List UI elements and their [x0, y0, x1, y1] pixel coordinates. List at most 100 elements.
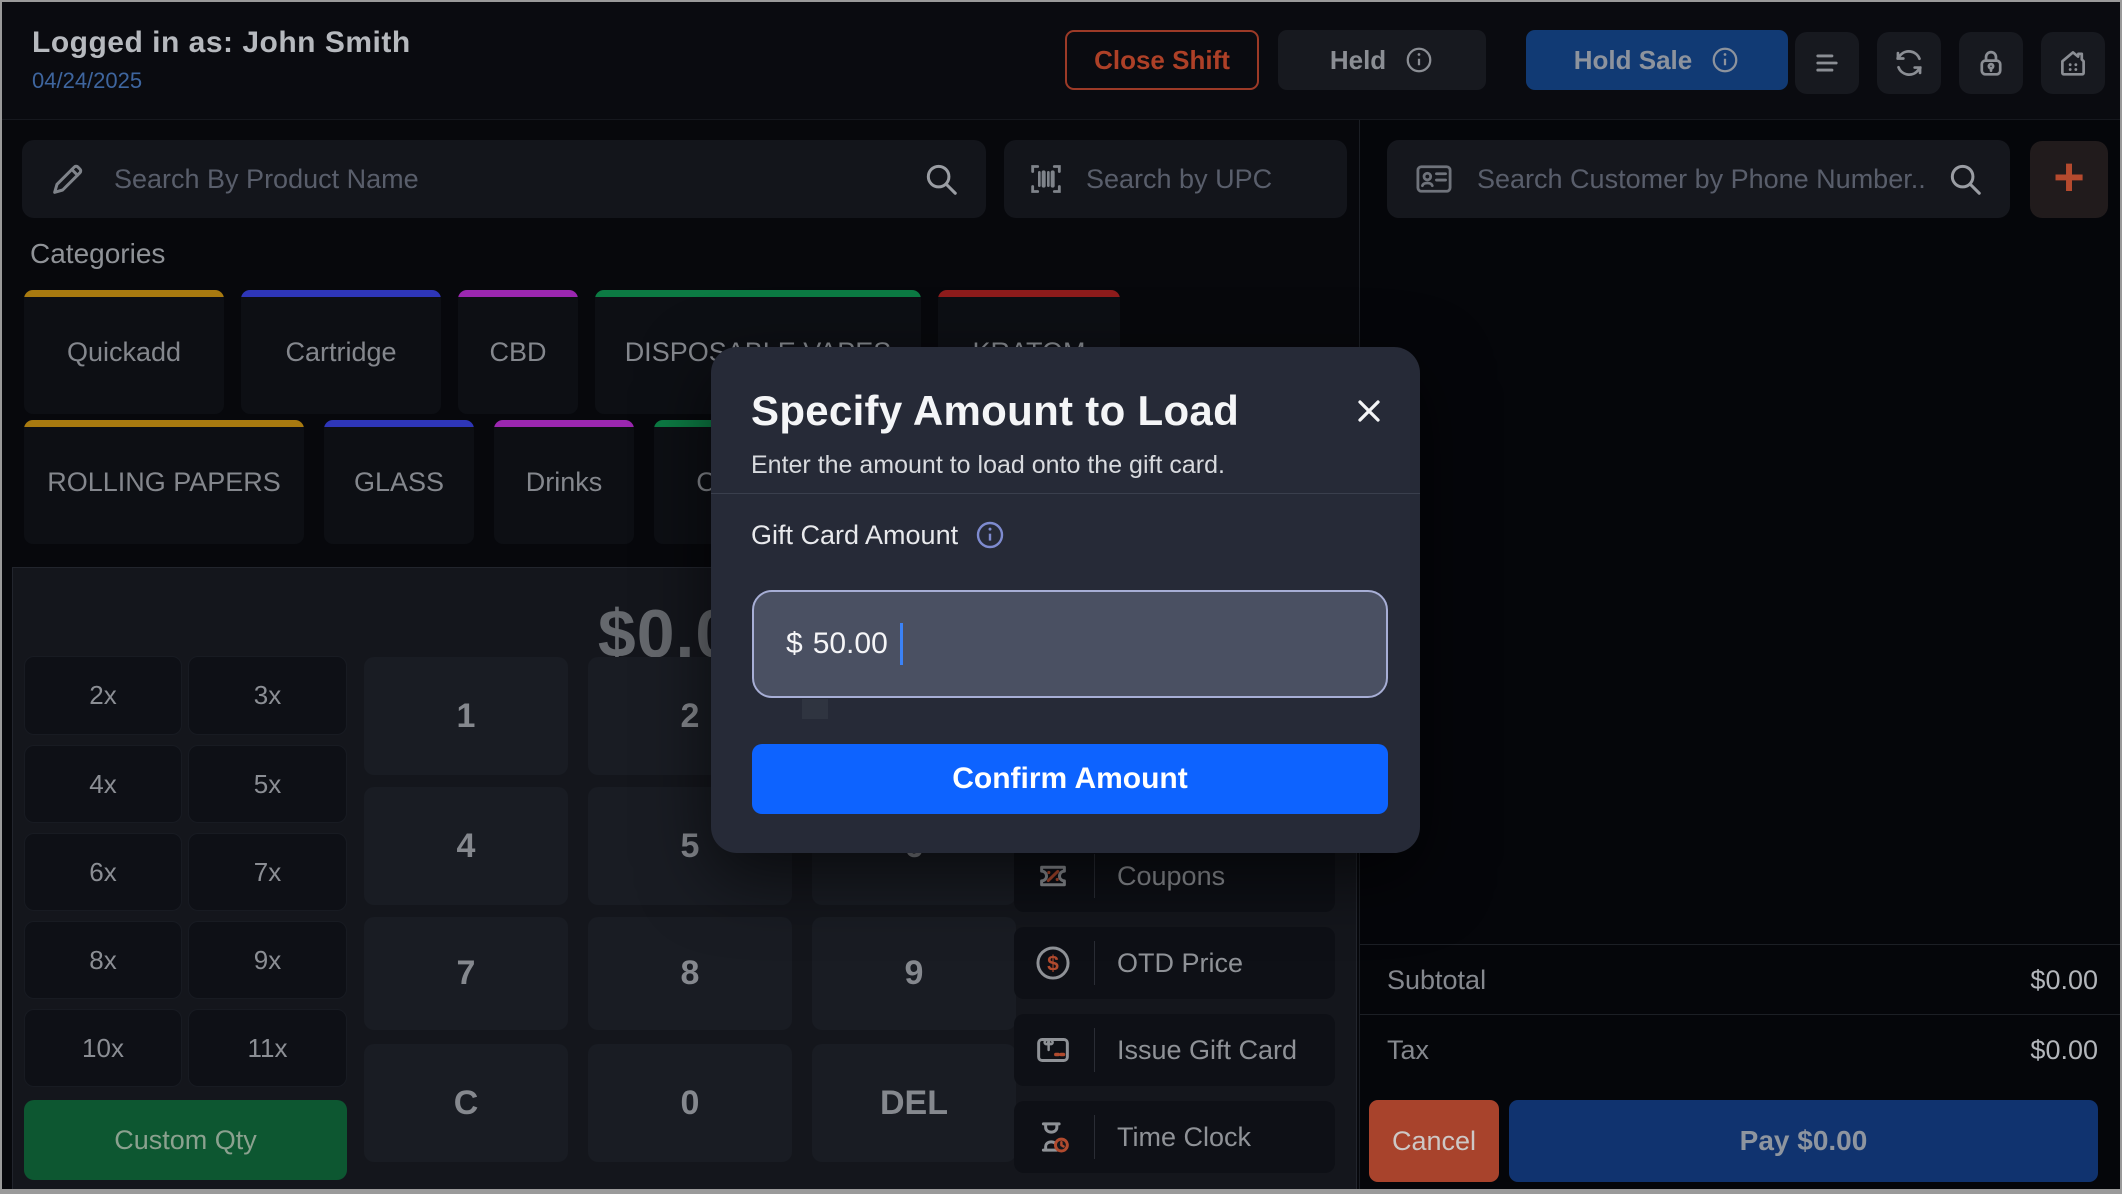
- confirm-amount-button[interactable]: Confirm Amount: [752, 744, 1388, 814]
- multiplier-2x[interactable]: 2x: [24, 656, 182, 735]
- cancel-button[interactable]: Cancel: [1369, 1100, 1499, 1182]
- category-color-bar: [938, 290, 1120, 297]
- key-label: 1: [456, 696, 476, 735]
- multiplier-label: 3x: [253, 680, 282, 710]
- category-cbd[interactable]: CBD: [458, 290, 578, 414]
- action-label: Issue Gift Card: [1117, 1034, 1298, 1065]
- category-cartridge[interactable]: Cartridge: [241, 290, 441, 414]
- key-label: 4: [456, 826, 476, 865]
- info-icon[interactable]: [974, 519, 1006, 551]
- multiplier-label: 8x: [89, 944, 117, 975]
- multiplier-3x[interactable]: 3x: [188, 656, 347, 735]
- product-search-input[interactable]: [112, 162, 898, 196]
- category-rolling-papers[interactable]: ROLLING PAPERS: [24, 420, 304, 544]
- amount-label: Gift Card Amount: [751, 519, 959, 550]
- category-drinks[interactable]: Drinks: [494, 420, 634, 544]
- close-modal-button[interactable]: [1347, 389, 1391, 433]
- numpad-key-4[interactable]: 4: [364, 787, 568, 905]
- add-customer-button[interactable]: +: [2030, 141, 2108, 218]
- numpad-key-clear[interactable]: C: [364, 1044, 568, 1162]
- key-label: 2: [680, 696, 700, 735]
- dollar-circle-icon: $: [1032, 942, 1074, 984]
- multiplier-11x[interactable]: 11x: [188, 1009, 347, 1087]
- summary-divider: [1360, 1014, 2120, 1015]
- date-label: 04/24/2025: [32, 68, 143, 93]
- barcode-icon: [1026, 159, 1066, 199]
- gift-card-amount-input[interactable]: $ 50.00: [752, 590, 1388, 698]
- subtotal-label: Subtotal: [1387, 964, 1487, 995]
- key-label: C: [453, 1083, 479, 1122]
- modal-title: Specify Amount to Load: [751, 387, 1240, 434]
- currency-symbol: $: [786, 627, 803, 660]
- register-home-button[interactable]: [2041, 32, 2105, 94]
- customer-search-box: [1387, 140, 2010, 218]
- divider: [1094, 1028, 1095, 1072]
- multiplier-9x[interactable]: 9x: [188, 921, 347, 999]
- close-icon: [1351, 393, 1387, 429]
- pay-button[interactable]: Pay $0.00: [1509, 1100, 2098, 1182]
- summary-divider: [1360, 944, 2120, 945]
- plus-icon: +: [2053, 146, 2085, 207]
- multiplier-label: 9x: [253, 944, 282, 975]
- text-cursor: [899, 623, 903, 665]
- category-label: CBD: [489, 336, 547, 367]
- amount-value: 50.00: [812, 627, 888, 660]
- tax-row: Tax $0.00: [1387, 1028, 2098, 1072]
- sync-icon: [1892, 46, 1926, 80]
- numpad-key-1[interactable]: 1: [364, 657, 568, 775]
- category-color-bar: [458, 290, 578, 297]
- time-clock-button[interactable]: Time Clock: [1014, 1101, 1335, 1173]
- issue-gift-card-button[interactable]: Issue Gift Card: [1014, 1014, 1335, 1086]
- logged-in-block: Logged in as: John Smith 04/24/2025: [32, 26, 411, 94]
- search-icon[interactable]: [922, 160, 960, 198]
- hold-sale-label: Hold Sale: [1573, 44, 1693, 75]
- svg-text:$: $: [1047, 952, 1059, 975]
- product-search-box: [22, 140, 986, 218]
- lock-button[interactable]: [1959, 32, 2023, 94]
- specify-amount-modal: Specify Amount to Load Enter the amount …: [711, 347, 1420, 853]
- customer-search-input[interactable]: [1475, 162, 1926, 196]
- held-button[interactable]: Held: [1278, 30, 1486, 90]
- hold-sale-button[interactable]: Hold Sale: [1526, 30, 1788, 90]
- numpad-key-del[interactable]: DEL: [812, 1044, 1016, 1162]
- tax-label: Tax: [1387, 1034, 1430, 1065]
- multiplier-7x[interactable]: 7x: [188, 833, 347, 911]
- multiplier-5x[interactable]: 5x: [188, 745, 347, 823]
- sync-button[interactable]: [1877, 32, 1941, 94]
- category-color-bar: [24, 290, 224, 297]
- subtotal-row: Subtotal $0.00: [1387, 958, 2098, 1002]
- multiplier-6x[interactable]: 6x: [24, 833, 182, 911]
- menu-icon: [1810, 46, 1844, 80]
- multiplier-label: 7x: [253, 856, 282, 887]
- multiplier-4x[interactable]: 4x: [24, 745, 182, 823]
- gift-card-icon: [1032, 1029, 1074, 1071]
- multiplier-label: 5x: [253, 768, 282, 799]
- id-card-icon: [1413, 158, 1455, 200]
- close-shift-button[interactable]: Close Shift: [1065, 30, 1259, 90]
- numpad-key-0[interactable]: 0: [588, 1044, 792, 1162]
- action-label: Coupons: [1117, 860, 1226, 891]
- home-icon: [2056, 46, 2090, 80]
- key-label: 7: [456, 954, 476, 992]
- custom-qty-label: Custom Qty: [114, 1124, 257, 1155]
- otd-price-button[interactable]: $ OTD Price: [1014, 927, 1335, 999]
- divider: [1094, 1115, 1095, 1159]
- cart-panel: [1360, 120, 2120, 1189]
- category-label: GLASS: [353, 466, 445, 497]
- numpad-key-9[interactable]: 9: [812, 917, 1016, 1030]
- custom-qty-button[interactable]: Custom Qty: [24, 1100, 347, 1180]
- category-glass[interactable]: GLASS: [324, 420, 474, 544]
- key-label: 5: [680, 826, 700, 865]
- numpad-key-7[interactable]: 7: [364, 917, 568, 1030]
- multiplier-8x[interactable]: 8x: [24, 921, 182, 999]
- search-icon[interactable]: [1946, 160, 1984, 198]
- action-label: Time Clock: [1117, 1121, 1252, 1152]
- category-color-bar: [654, 420, 764, 427]
- multiplier-10x[interactable]: 10x: [24, 1009, 182, 1087]
- multiplier-label: 2x: [89, 680, 117, 710]
- menu-button[interactable]: [1795, 32, 1859, 94]
- category-quickadd[interactable]: Quickadd: [24, 290, 224, 414]
- subtotal-value: $0.00: [2030, 964, 2098, 995]
- numpad-key-8[interactable]: 8: [588, 917, 792, 1030]
